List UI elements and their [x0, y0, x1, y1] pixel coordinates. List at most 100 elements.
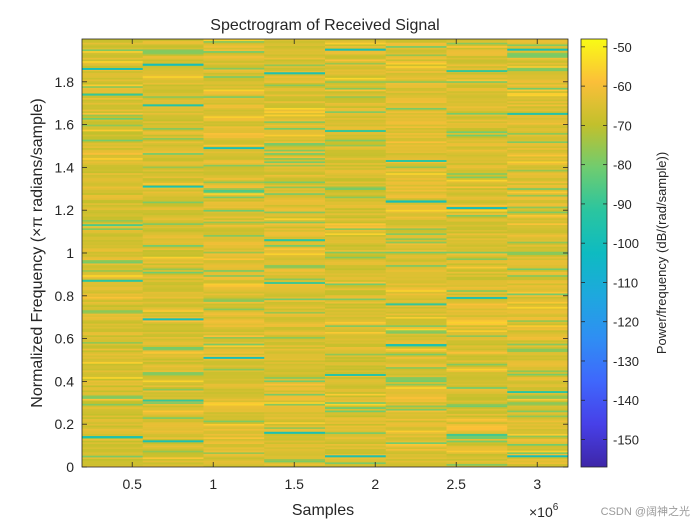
heatmap-cell — [446, 346, 508, 349]
heatmap-cell — [82, 448, 144, 451]
heatmap-cell — [385, 130, 447, 134]
heatmap-cell — [264, 104, 326, 107]
heatmap-cell — [446, 144, 508, 147]
heatmap-cell — [507, 326, 568, 329]
heatmap-cell — [446, 321, 508, 324]
heatmap-cell — [82, 314, 144, 317]
heatmap-cell — [507, 306, 568, 309]
heatmap-cell — [142, 221, 204, 224]
heatmap-cell — [203, 239, 265, 242]
heatmap-cell — [82, 336, 144, 339]
heatmap-cell — [446, 453, 508, 456]
heatmap-cell — [385, 328, 447, 331]
heatmap-cell — [385, 55, 447, 58]
heatmap-cell — [264, 383, 326, 386]
y-tick-label: 0.4 — [55, 373, 75, 389]
heatmap-cell — [264, 176, 326, 179]
heatmap-cell — [264, 441, 326, 444]
heatmap-cell — [82, 343, 144, 346]
heatmap-cell — [385, 381, 447, 384]
heatmap-cell — [142, 436, 204, 439]
heatmap-cell — [446, 368, 508, 371]
heatmap-cell — [82, 460, 144, 463]
y-axis-label: Normalized Frequency (×π radians/sample) — [29, 98, 46, 407]
heatmap-cell — [446, 278, 508, 281]
heatmap-cell — [446, 211, 508, 214]
heatmap-cell — [446, 314, 508, 317]
heatmap-cell — [264, 401, 326, 404]
heatmap-cell — [203, 69, 265, 72]
heatmap-cell — [203, 286, 265, 289]
heatmap-cell — [142, 463, 204, 466]
heatmap-cell — [385, 321, 447, 324]
heatmap-cell — [446, 398, 508, 401]
heatmap-cell — [203, 254, 265, 257]
heatmap-cell — [325, 134, 387, 137]
colorbar-frame — [580, 38, 608, 468]
heatmap-cell — [446, 316, 508, 319]
heatmap-cell — [385, 206, 447, 209]
heatmap-cell — [325, 239, 387, 242]
heatmap-cell — [385, 278, 447, 281]
heatmap-cell — [82, 299, 144, 302]
heatmap-cell — [142, 334, 204, 337]
heatmap-cell — [507, 194, 568, 197]
heatmap-cell — [507, 408, 568, 411]
heatmap-cell — [507, 336, 568, 339]
heatmap-cell — [507, 276, 568, 279]
colorbar-tick-label: -50 — [613, 40, 632, 55]
heatmap-cell — [203, 124, 265, 127]
heatmap-cell — [264, 120, 326, 123]
heatmap-cell — [82, 443, 144, 446]
heatmap-cell — [82, 446, 144, 450]
heatmap-cell — [507, 463, 568, 466]
heatmap-cell — [385, 162, 447, 165]
heatmap-cell — [507, 273, 568, 276]
heatmap-cell — [507, 299, 568, 302]
heatmap-cell — [203, 278, 265, 281]
heatmap-cell — [264, 329, 326, 332]
heatmap-cell — [385, 431, 447, 434]
heatmap-cell — [325, 336, 387, 339]
heatmap-cell — [203, 296, 265, 299]
heatmap-cell — [385, 358, 447, 361]
heatmap-cell — [142, 331, 204, 334]
y-tick-label: 0.8 — [55, 288, 75, 304]
heatmap-cell — [446, 445, 508, 448]
heatmap-cell — [325, 167, 387, 170]
heatmap-cell — [325, 154, 387, 157]
heatmap-cell — [385, 192, 447, 195]
heatmap-cell — [203, 90, 265, 93]
low-power-line — [507, 112, 568, 115]
heatmap-cell — [325, 393, 387, 396]
heatmap-cell — [142, 284, 204, 287]
heatmap-cell — [325, 311, 387, 314]
heatmap-cell — [385, 226, 447, 229]
heatmap-cell — [385, 249, 447, 252]
heatmap-cell — [142, 366, 204, 369]
heatmap-cell — [82, 54, 144, 57]
heatmap-cell — [325, 303, 387, 306]
heatmap-cell — [385, 67, 447, 70]
heatmap-cell — [203, 79, 265, 82]
heatmap-cell — [325, 90, 387, 93]
heatmap-cell — [264, 351, 326, 354]
heatmap-cell — [385, 279, 447, 282]
heatmap-cell — [203, 271, 265, 274]
heatmap-cell — [446, 455, 508, 458]
heatmap-cell — [507, 74, 568, 77]
heatmap-cell — [82, 309, 144, 312]
heatmap-cell — [446, 47, 508, 50]
heatmap-cell — [385, 87, 447, 90]
heatmap-cell — [446, 50, 508, 53]
heatmap-cell — [203, 269, 265, 272]
heatmap-cell — [446, 146, 508, 149]
heatmap-cell — [264, 458, 326, 461]
heatmap-cell — [142, 458, 204, 461]
heatmap-cell — [264, 405, 326, 408]
heatmap-cell — [325, 313, 387, 316]
heatmap-cell — [203, 95, 265, 98]
heatmap-cell — [264, 57, 326, 60]
heatmap-cell — [507, 418, 568, 421]
heatmap-cell — [385, 154, 447, 157]
